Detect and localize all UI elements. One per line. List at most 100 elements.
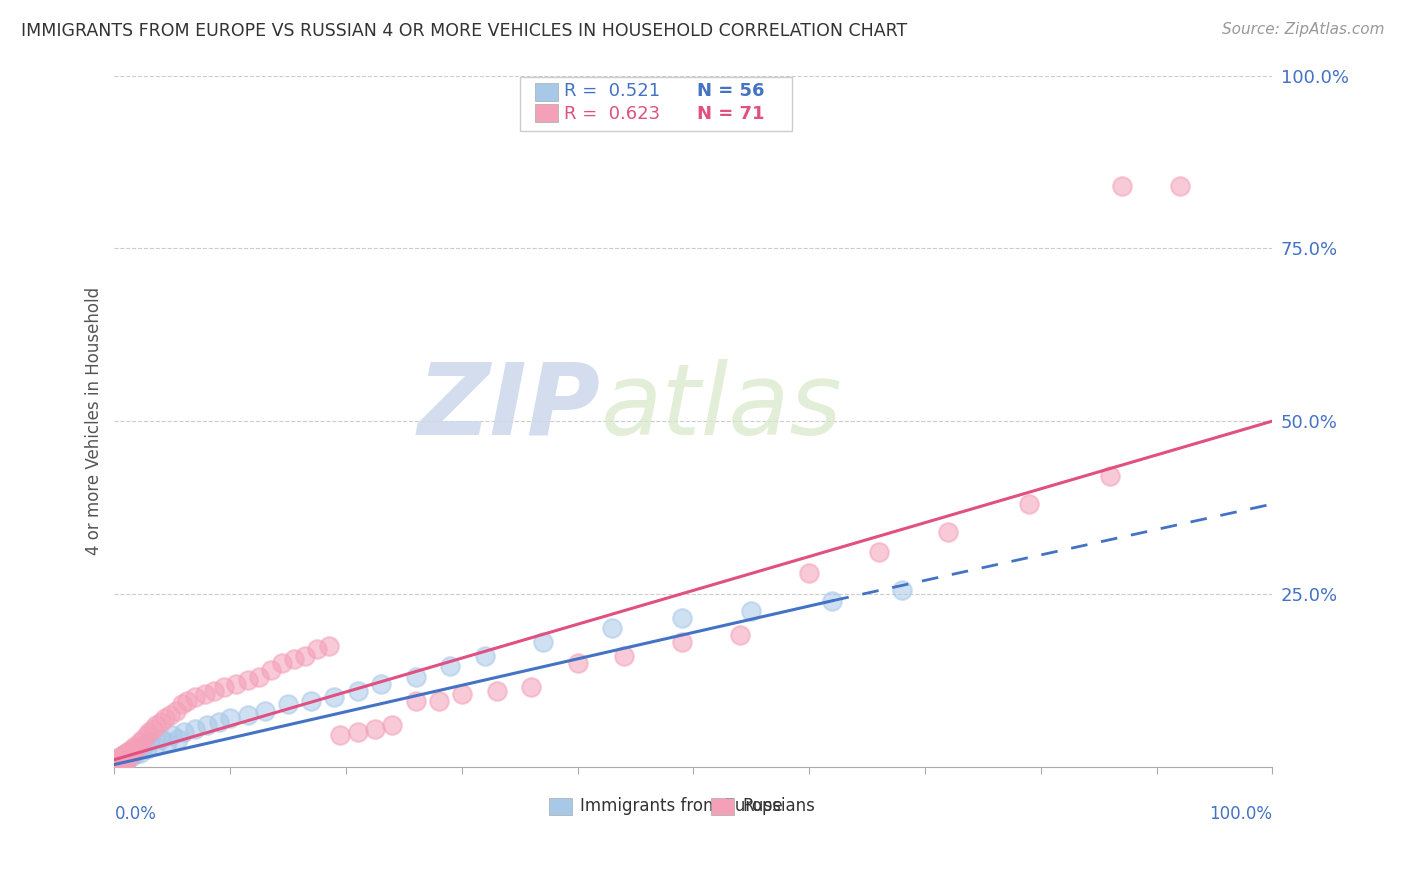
Text: ZIP: ZIP [418, 359, 600, 456]
Point [138, 735, 160, 749]
Point [299, 694, 322, 708]
Point [936, 524, 959, 539]
Point [236, 707, 259, 722]
Point [107, 757, 129, 772]
Point [122, 744, 145, 758]
Point [167, 731, 190, 746]
Text: IMMIGRANTS FROM EUROPE VS RUSSIAN 4 OR MORE VEHICLES IN HOUSEHOLD CORRELATION CH: IMMIGRANTS FROM EUROPE VS RUSSIAN 4 OR M… [21, 22, 907, 40]
Point [176, 694, 198, 708]
Point [1099, 469, 1122, 483]
Point [1111, 179, 1133, 194]
Point [567, 656, 589, 670]
Point [121, 749, 143, 764]
Point [110, 749, 132, 764]
Point [120, 747, 142, 761]
Point [474, 648, 496, 663]
Point [208, 714, 231, 729]
Point [124, 739, 146, 753]
Point [115, 753, 138, 767]
Point [115, 753, 138, 767]
Point [135, 729, 157, 743]
Text: atlas: atlas [600, 359, 842, 456]
Point [740, 604, 762, 618]
Point [107, 753, 129, 767]
Point [294, 648, 316, 663]
Point [111, 755, 134, 769]
Point [114, 747, 136, 761]
Point [214, 680, 236, 694]
Point [868, 545, 890, 559]
Point [260, 663, 283, 677]
Point [671, 611, 693, 625]
Point [114, 751, 136, 765]
Point [142, 722, 165, 736]
Point [111, 749, 134, 764]
Point [364, 722, 387, 736]
Point [128, 746, 150, 760]
Point [170, 698, 193, 712]
FancyBboxPatch shape [711, 797, 734, 815]
Point [531, 635, 554, 649]
Point [104, 757, 127, 772]
Point [219, 711, 242, 725]
Point [107, 756, 129, 771]
Point [111, 748, 134, 763]
Point [405, 694, 427, 708]
Point [405, 670, 427, 684]
Point [195, 718, 218, 732]
Point [112, 750, 135, 764]
Point [112, 750, 135, 764]
Point [118, 751, 141, 765]
Point [111, 753, 134, 767]
Y-axis label: 4 or more Vehicles in Household: 4 or more Vehicles in Household [86, 287, 103, 555]
Point [307, 642, 329, 657]
Text: Immigrants from Europe: Immigrants from Europe [579, 797, 783, 815]
Point [112, 756, 135, 770]
Point [439, 659, 461, 673]
Point [128, 735, 150, 749]
Point [108, 751, 131, 765]
Point [427, 694, 450, 708]
Point [108, 751, 131, 765]
Point [108, 753, 131, 767]
Point [194, 687, 217, 701]
Point [821, 593, 844, 607]
FancyBboxPatch shape [534, 103, 558, 122]
Point [114, 756, 136, 770]
Point [329, 729, 352, 743]
Point [485, 683, 508, 698]
FancyBboxPatch shape [520, 77, 792, 131]
Point [115, 747, 138, 761]
Point [108, 756, 131, 770]
Point [108, 750, 131, 764]
Point [118, 744, 141, 758]
Point [108, 756, 131, 771]
Point [114, 755, 136, 769]
Point [115, 746, 138, 760]
Point [162, 729, 184, 743]
Point [124, 747, 146, 761]
Point [225, 676, 247, 690]
Point [1018, 497, 1040, 511]
Point [155, 711, 177, 725]
Point [728, 628, 751, 642]
Point [149, 714, 172, 729]
Point [277, 698, 299, 712]
Text: Russians: Russians [742, 797, 815, 815]
FancyBboxPatch shape [548, 797, 572, 815]
Point [323, 690, 346, 705]
Point [108, 755, 131, 769]
Point [370, 676, 392, 690]
Point [271, 656, 294, 670]
Point [283, 652, 305, 666]
Text: 0.0%: 0.0% [114, 805, 156, 823]
Point [247, 670, 270, 684]
Text: 100.0%: 100.0% [1209, 805, 1272, 823]
Point [120, 746, 142, 760]
Point [117, 749, 139, 764]
Text: N = 71: N = 71 [697, 104, 765, 122]
Text: Source: ZipAtlas.com: Source: ZipAtlas.com [1222, 22, 1385, 37]
Point [236, 673, 259, 688]
Point [165, 704, 187, 718]
Point [671, 635, 693, 649]
